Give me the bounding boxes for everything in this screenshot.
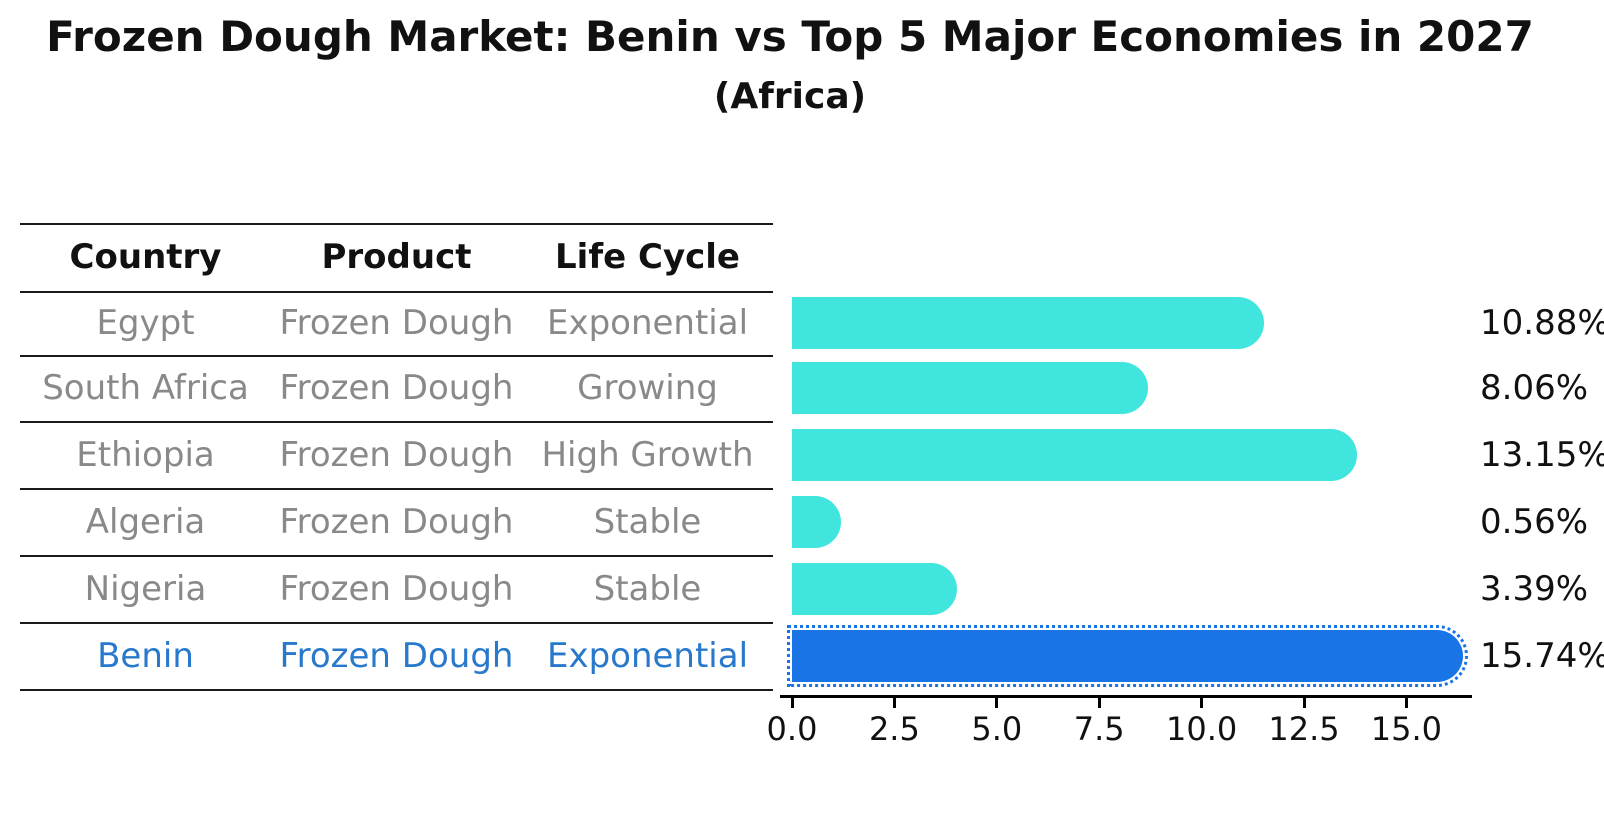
bar-value-label: 13.15% xyxy=(1480,434,1604,475)
table-row: Benin Frozen Dough Exponential xyxy=(20,634,773,678)
column-header: Life Cycle xyxy=(555,237,740,277)
table-rule-line xyxy=(20,355,773,357)
table-cell-life-cycle: High Growth xyxy=(541,434,754,475)
column-header: Country xyxy=(69,237,222,277)
chart-subtitle: (Africa) xyxy=(713,76,867,117)
table-cell-country: South Africa xyxy=(42,368,249,408)
table-cell-life-cycle: Growing xyxy=(577,368,718,408)
table-cell-product: Frozen Dough xyxy=(279,368,514,408)
x-axis-tick xyxy=(892,698,896,708)
table-rule-line xyxy=(20,291,773,293)
bar-value-label: 15.74% xyxy=(1480,635,1604,676)
table-cell-life-cycle: Exponential xyxy=(546,635,749,676)
table-row: South Africa Frozen Dough Growing xyxy=(20,366,773,410)
table-cell-country: Benin xyxy=(97,635,194,676)
bar-value-label: 10.88% xyxy=(1480,303,1604,343)
table-cell-product: Frozen Dough xyxy=(279,635,514,676)
bar-highlight xyxy=(787,624,1468,687)
table-header-row: Country Product Life Cycle xyxy=(20,235,773,279)
bar xyxy=(792,562,957,615)
x-axis-tick xyxy=(1302,698,1306,708)
table-cell-product: Frozen Dough xyxy=(279,501,514,542)
bar xyxy=(792,495,841,548)
table-cell-life-cycle: Exponential xyxy=(546,303,749,343)
table-cell-country: Algeria xyxy=(85,501,206,542)
x-axis-tick xyxy=(1097,698,1101,708)
table-cell-country: Nigeria xyxy=(84,568,207,609)
bar-value-label: 8.06% xyxy=(1480,368,1589,408)
x-axis-tick-label: 12.5 xyxy=(1268,710,1340,748)
table-row: Egypt Frozen Dough Exponential xyxy=(20,301,773,345)
bar-value-label: 0.56% xyxy=(1480,501,1589,542)
chart-title: Frozen Dough Market: Benin vs Top 5 Majo… xyxy=(46,12,1534,61)
table-cell-product: Frozen Dough xyxy=(279,434,514,475)
x-axis-tick xyxy=(1200,698,1204,708)
table-cell-product: Frozen Dough xyxy=(279,568,514,609)
x-axis-tick-label: 5.0 xyxy=(971,710,1023,748)
x-axis-tick-label: 10.0 xyxy=(1165,710,1238,748)
table-row: Nigeria Frozen Dough Stable xyxy=(20,567,773,611)
x-axis-tick xyxy=(790,698,794,708)
table-rule-line xyxy=(20,689,773,691)
table-row: Algeria Frozen Dough Stable xyxy=(20,500,773,544)
table-cell-country: Ethiopia xyxy=(76,434,215,475)
bar xyxy=(792,362,1149,414)
x-axis-tick-label: 2.5 xyxy=(868,710,920,748)
x-axis-line xyxy=(780,695,1472,698)
x-axis-tick-label: 0.0 xyxy=(766,710,818,748)
bar xyxy=(792,428,1357,481)
column-header: Product xyxy=(321,237,472,277)
x-axis-tick xyxy=(995,698,999,708)
table-rule-line xyxy=(20,421,773,423)
table-rule-line xyxy=(20,488,773,490)
table-cell-life-cycle: Stable xyxy=(593,501,702,542)
bar-value-label: 3.39% xyxy=(1480,568,1589,609)
x-axis-tick-label: 7.5 xyxy=(1073,710,1125,748)
table-rule-line xyxy=(20,223,773,225)
x-axis-tick-label: 15.0 xyxy=(1370,710,1443,748)
table-cell-life-cycle: Stable xyxy=(593,568,702,609)
table-row: Ethiopia Frozen Dough High Growth xyxy=(20,433,773,477)
bar xyxy=(792,297,1264,349)
x-axis-tick xyxy=(1404,698,1408,708)
table-cell-product: Frozen Dough xyxy=(279,303,514,343)
table-rule-line xyxy=(20,622,773,624)
table-cell-country: Egypt xyxy=(96,303,195,343)
table-rule-line xyxy=(20,555,773,557)
